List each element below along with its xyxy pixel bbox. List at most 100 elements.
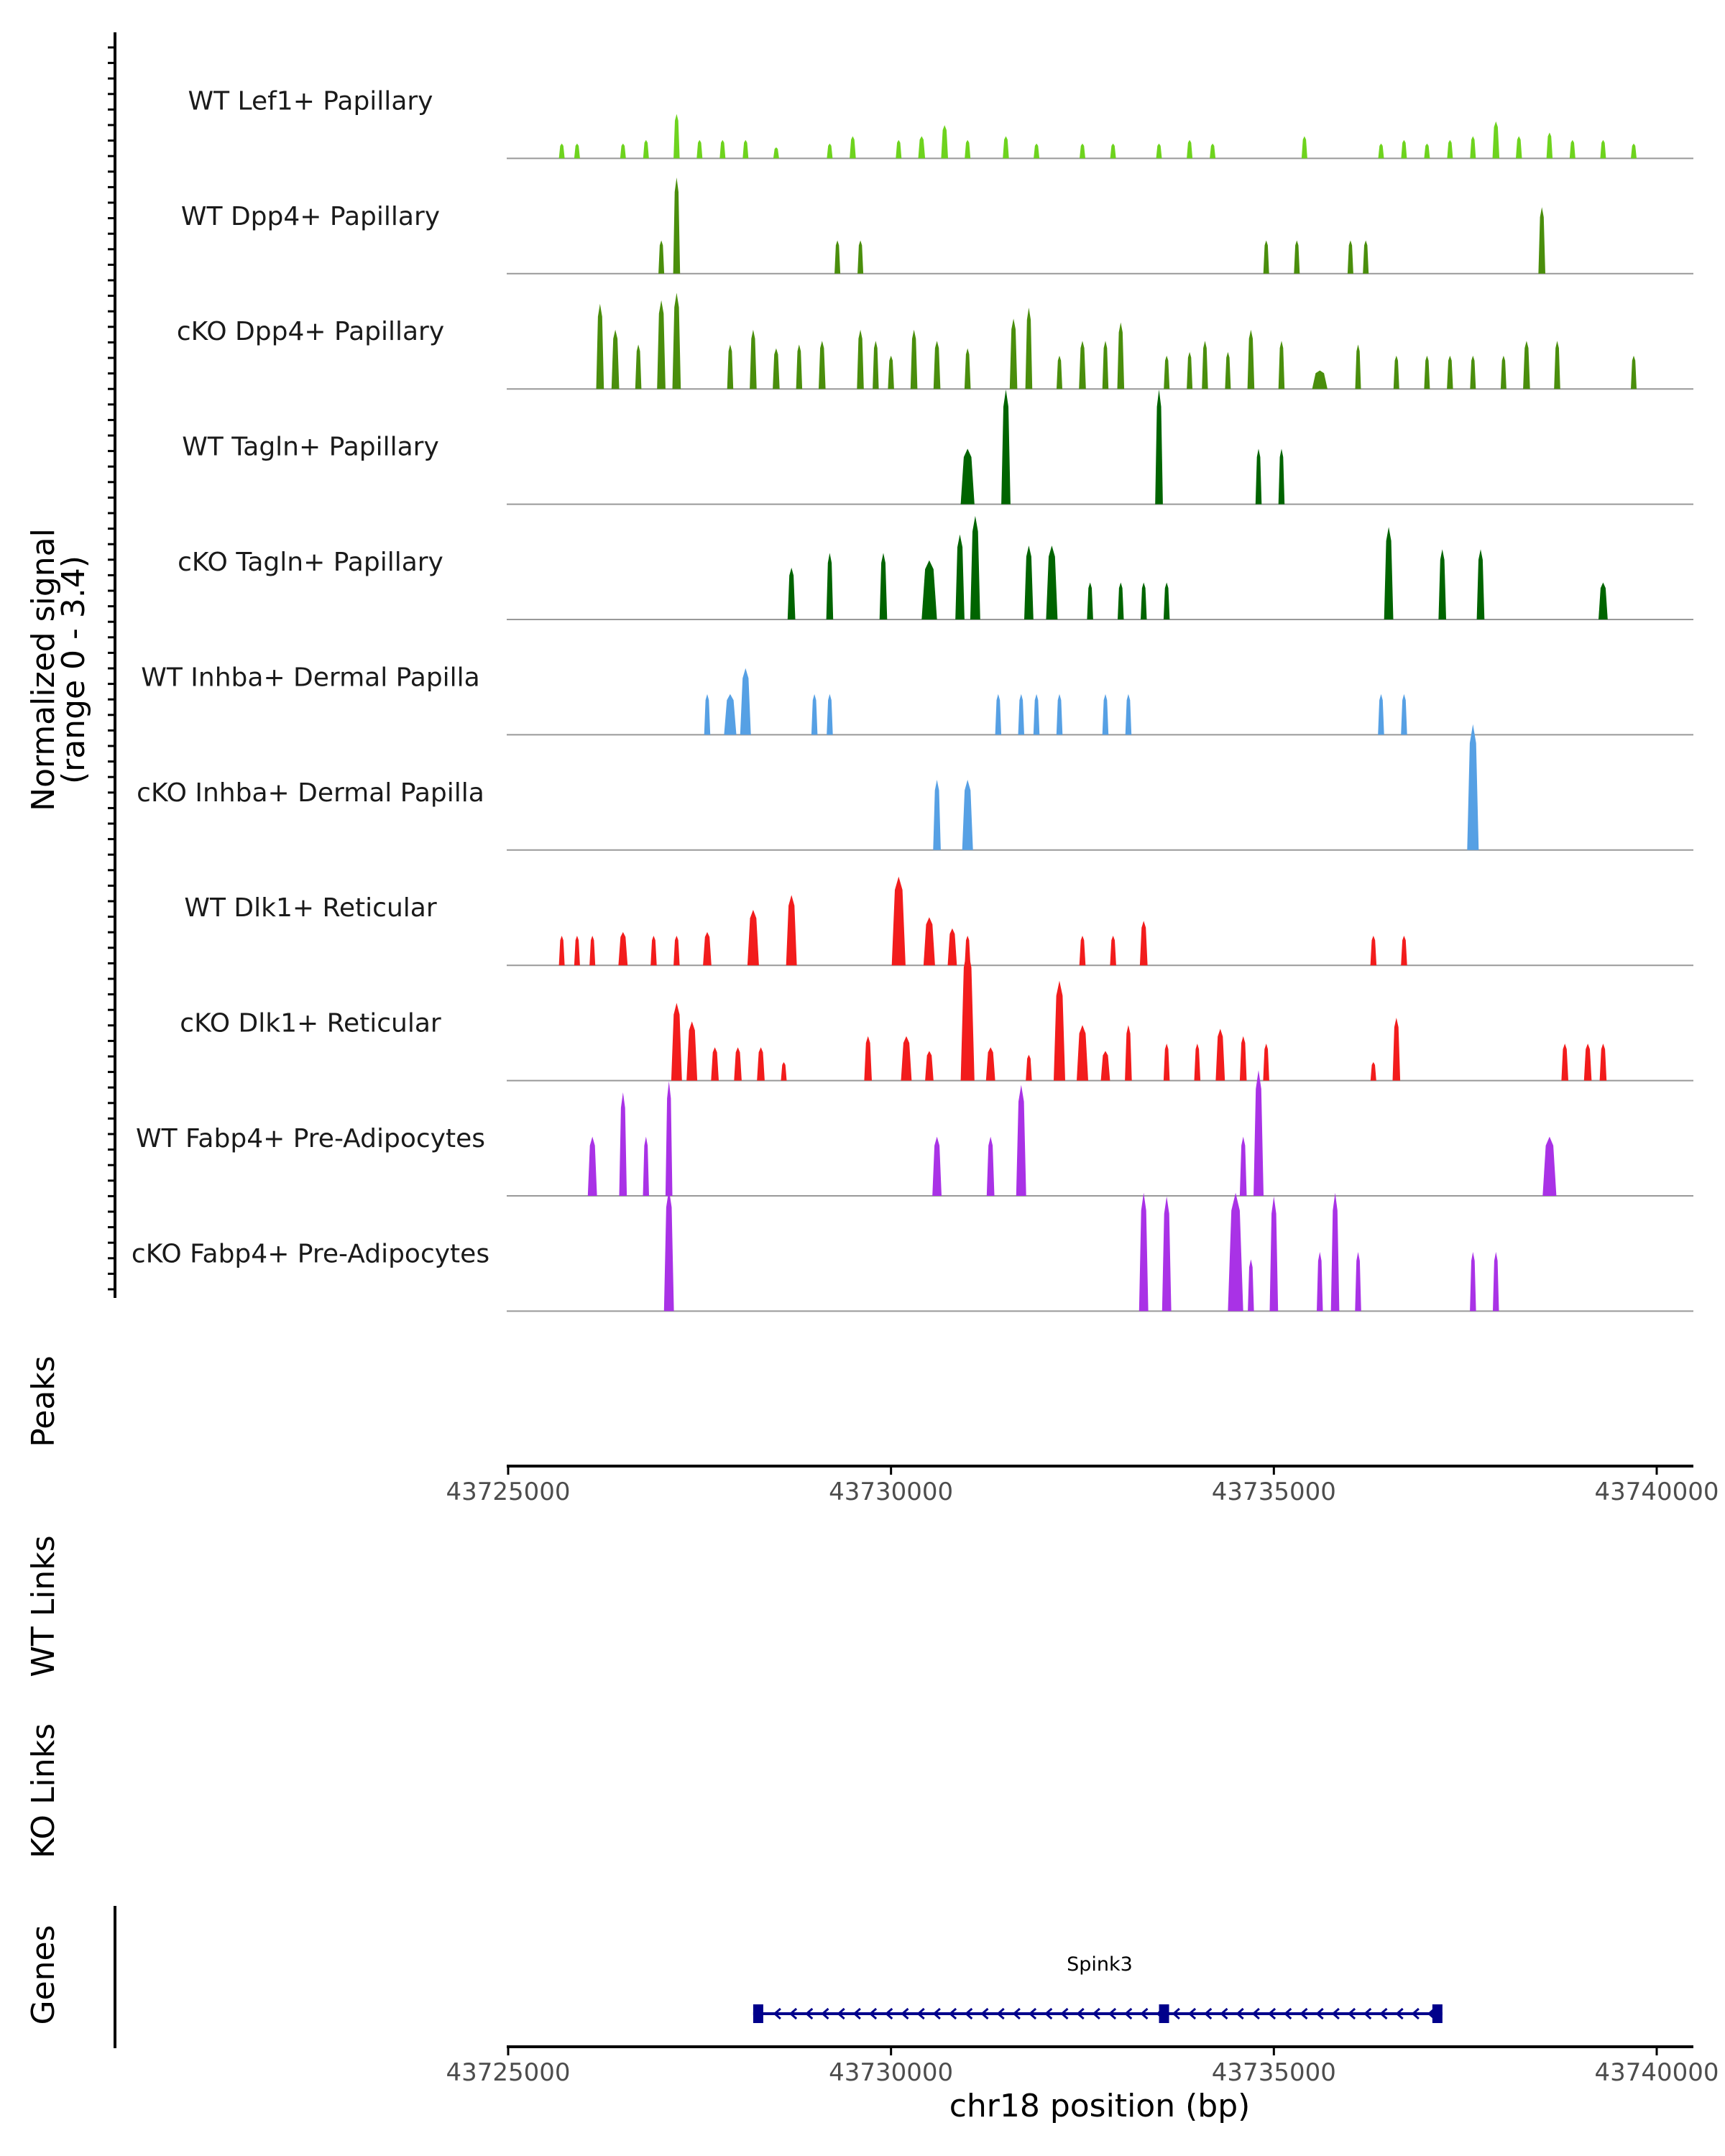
coverage-peak: [1476, 549, 1485, 619]
genes-x-axis: 43725000 43730000 43735000 43740000: [446, 2045, 1719, 2087]
coverage-peak: [1401, 694, 1407, 735]
coverage-peak: [742, 139, 749, 159]
x-tick-label: 43725000: [446, 1478, 570, 1506]
coverage-peak: [970, 515, 980, 619]
strand-arrow: [837, 2007, 845, 2020]
coverage-peak: [620, 143, 626, 159]
strand-arrow: [1108, 2007, 1117, 2020]
coverage-peak: [650, 936, 657, 966]
coverage-peak: [1424, 143, 1430, 159]
coverage-peak: [964, 348, 971, 390]
coverage-peak: [1034, 143, 1040, 159]
x-tick-label: 43730000: [829, 1478, 953, 1506]
x-axis-title: chr18 position (bp): [949, 2088, 1251, 2124]
coverage-peak: [923, 917, 935, 966]
coverage-peak: [932, 1136, 942, 1196]
coverage-peak: [672, 292, 681, 390]
coverage-peak: [1598, 582, 1608, 619]
coverage-peak: [827, 143, 833, 159]
peaks-x-ticks: 43725000 43730000 43735000 43740000: [446, 1466, 1719, 1506]
coverage-peak: [1110, 143, 1116, 159]
coverage-peak: [1080, 143, 1085, 159]
coverage-peak: [1294, 240, 1300, 274]
coverage-peak: [1470, 136, 1476, 159]
coverage-peak: [1102, 694, 1109, 735]
coverage-peak: [1187, 351, 1193, 390]
coverage-peak: [850, 136, 856, 159]
coverage-peak: [558, 936, 565, 966]
strand-arrow: [805, 2007, 814, 2020]
coverage-peak: [1493, 1252, 1499, 1312]
coverage-peak: [1033, 694, 1040, 735]
coverage-peak: [734, 1047, 742, 1081]
genes-panel-label: Genes: [25, 1925, 62, 2024]
coverage-peak: [933, 780, 941, 850]
coverage-peak: [1228, 1192, 1243, 1312]
track-label: cKO Fabp4+ Pre-Adipocytes: [132, 1239, 489, 1268]
coverage-peak: [719, 139, 726, 159]
wt-links-panel-label: WT Links: [25, 1535, 62, 1677]
coverage-peak: [1202, 341, 1208, 390]
coverage-peak: [773, 147, 779, 159]
x-tick-label: 43730000: [829, 2058, 953, 2087]
gene-exon: [753, 2004, 763, 2023]
strand-arrow: [996, 2007, 1005, 2020]
coverage-peak: [1102, 341, 1109, 390]
coverage-peak: [643, 1136, 649, 1196]
strand-arrow: [1172, 2007, 1180, 2020]
track-10: WT Fabp4+ Pre-Adipocytes: [136, 1070, 1693, 1197]
coverage-peak: [1278, 448, 1285, 505]
strand-arrow: [868, 2007, 878, 2020]
strand-arrow: [773, 2007, 781, 2020]
coverage-peak: [955, 534, 965, 619]
coverage-peak: [635, 344, 642, 390]
track-label: WT Inhba+ Dermal Papilla: [141, 663, 479, 692]
track-6: WT Inhba+ Dermal Papilla: [141, 663, 1693, 736]
signal-axis-title-line1: Normalized signal: [25, 528, 62, 811]
coverage-peak: [834, 240, 841, 274]
coverage-peak: [985, 1047, 995, 1081]
coverage-peak: [1155, 390, 1163, 505]
coverage-peak: [1110, 936, 1116, 966]
coverage-peak: [796, 344, 803, 390]
coverage-peak: [864, 1036, 872, 1081]
coverage-peak: [1393, 355, 1399, 390]
coverage-peak: [819, 341, 826, 390]
track-label: WT Dlk1+ Reticular: [184, 893, 436, 923]
strand-arrow: [932, 2007, 941, 2020]
coverage-peak: [1516, 136, 1522, 159]
track-11: cKO Fabp4+ Pre-Adipocytes: [132, 1189, 1693, 1312]
coverage-peak: [1141, 582, 1147, 619]
signal-y-axis: [108, 32, 116, 1298]
coverage-peak: [1538, 207, 1545, 274]
coverage-peak: [1046, 545, 1058, 619]
strand-arrow: [1300, 2007, 1308, 2020]
coverage-peak: [1024, 545, 1034, 619]
coverage-peak: [811, 694, 818, 735]
coverage-peak: [611, 329, 620, 390]
coverage-peak: [1077, 1025, 1088, 1081]
strand-arrow: [1379, 2007, 1388, 2020]
coverage-peak: [657, 300, 666, 390]
strand-arrow: [1124, 2007, 1133, 2020]
coverage-peak: [1215, 1028, 1225, 1081]
coverage-peak: [857, 329, 864, 390]
coverage-peak: [1384, 527, 1394, 619]
coverage-peak: [781, 1061, 787, 1081]
x-tick-label: 43740000: [1594, 2058, 1719, 2087]
coverage-peak: [1370, 1061, 1376, 1081]
strand-arrow: [1187, 2007, 1197, 2020]
coverage-peak: [1317, 1252, 1323, 1312]
x-tick-label: 43740000: [1594, 1478, 1719, 1506]
coverage-peak: [1026, 1054, 1032, 1081]
signal-axis-title-line2: (range 0 - 3.4): [55, 556, 92, 784]
strand-arrow: [1060, 2007, 1069, 2020]
coverage-peak: [1447, 139, 1453, 159]
gene-exon: [1159, 2004, 1169, 2023]
coverage-peak: [1057, 355, 1062, 390]
strand-arrow: [965, 2007, 973, 2020]
coverage-peak: [619, 1092, 627, 1196]
coverage-peak: [1392, 1018, 1401, 1081]
coverage-peak: [786, 895, 797, 966]
coverage-peak: [1631, 355, 1637, 390]
